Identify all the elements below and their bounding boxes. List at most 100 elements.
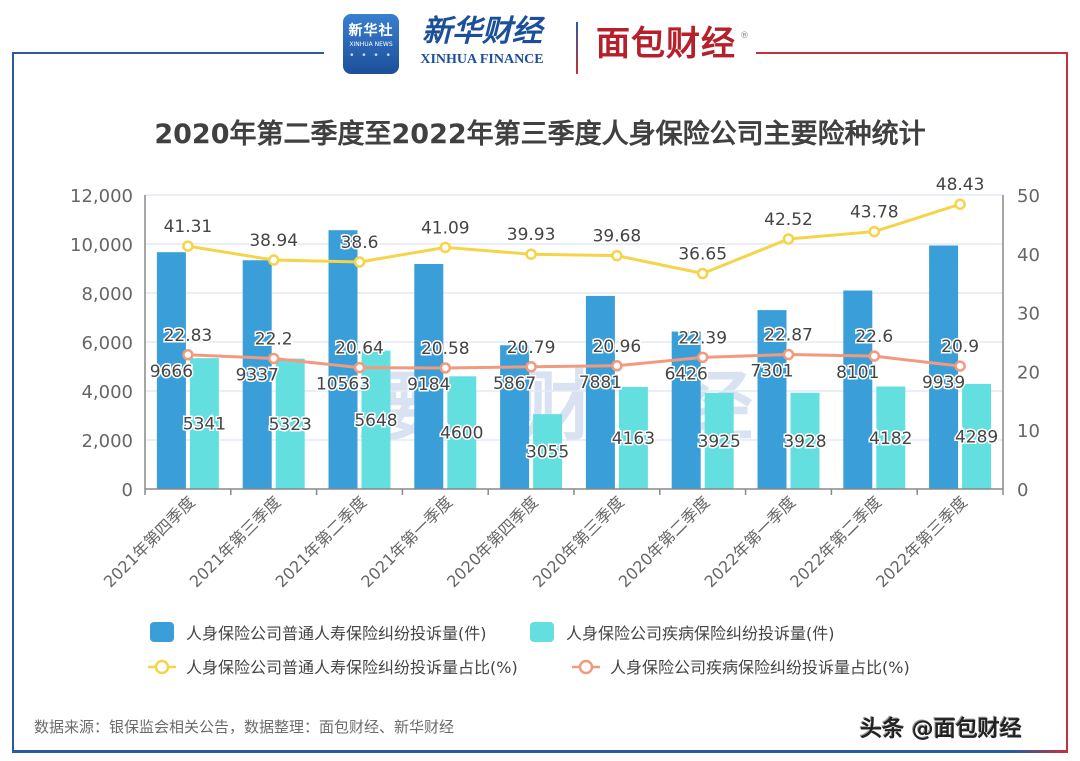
frame-border-bottom bbox=[12, 750, 1068, 753]
bar-disease-insurance bbox=[790, 392, 820, 489]
legend-item-life-share: 人身保险公司普通人寿保险纠纷投诉量占比(%) bbox=[148, 658, 518, 677]
x-tick-label: 2022年第一季度 bbox=[701, 492, 800, 591]
bar-disease-insurance bbox=[876, 386, 906, 489]
legend: 人身保险公司普通人寿保险纠纷投诉量(件) 人身保险公司疾病保险纠纷投诉量(件) 人身… bbox=[148, 622, 910, 677]
line-life-label: 38.6 bbox=[341, 233, 379, 253]
registered-mark-icon: ® bbox=[740, 31, 750, 41]
bar-disease-insurance bbox=[447, 376, 477, 489]
bar-life-label: 7881 bbox=[579, 373, 622, 393]
data-labels: 9666 9337 10563 9184 5867 7881 6426 7301 8101 993… bbox=[148, 174, 999, 464]
x-tick-label: 2020年第四季度 bbox=[443, 492, 542, 591]
line-life-label: 39.93 bbox=[507, 225, 556, 245]
bar-life-insurance bbox=[328, 230, 358, 490]
y-right-tick-label: 40 bbox=[1017, 245, 1040, 266]
point-disease-share bbox=[611, 360, 623, 372]
xinhua-news-logo: 新华社 XINHUA NEWS • • • • bbox=[343, 14, 399, 74]
xinhua-finance-logo: 新华财经 XINHUA FINANCE bbox=[412, 12, 552, 74]
bar-life-label: 10563 bbox=[316, 375, 370, 395]
data-source-note: 数据来源：银保监会相关公告，数据整理：面包财经、新华财经 bbox=[34, 718, 455, 736]
point-disease-share bbox=[439, 362, 452, 374]
bar-disease-label: 5648 bbox=[354, 411, 397, 431]
point-life-share bbox=[782, 233, 795, 245]
point-disease-share bbox=[353, 361, 366, 374]
line-life-share bbox=[187, 202, 961, 276]
bar-life-label: 9184 bbox=[407, 375, 450, 395]
chart-title: 2020年第二季度至2022年第三季度人身保险公司主要险种统计 bbox=[154, 119, 926, 150]
x-tick-label: 2021年第三季度 bbox=[186, 492, 285, 591]
line-life-label: 39.68 bbox=[593, 227, 642, 247]
x-tick-label: 2020年第二季度 bbox=[615, 492, 714, 591]
line-disease-label: 22.83 bbox=[164, 326, 213, 346]
bar-life-insurance bbox=[843, 290, 873, 489]
point-life-share bbox=[611, 249, 623, 262]
y-left-tick-label: 6,000 bbox=[81, 333, 133, 354]
bar-life-label: 7301 bbox=[750, 362, 793, 382]
line-disease-label: 22.2 bbox=[255, 329, 293, 349]
line-disease-label: 20.9 bbox=[941, 337, 979, 357]
x-tick-label: 2022年第三季度 bbox=[872, 492, 971, 591]
line-disease-label: 22.39 bbox=[678, 328, 727, 348]
line-life-label: 36.65 bbox=[678, 244, 727, 264]
bar-life-insurance bbox=[156, 252, 186, 489]
legend-label: 人身保险公司疾病保险纠纷投诉量占比(%) bbox=[610, 658, 910, 677]
y-right-tick-label: 20 bbox=[1017, 362, 1040, 383]
point-disease-share bbox=[696, 351, 709, 364]
bar-disease-label: 3055 bbox=[526, 443, 569, 463]
legend-label: 人身保险公司普通人寿保险纠纷投诉量占比(%) bbox=[186, 658, 518, 677]
point-disease-share bbox=[782, 348, 795, 361]
line-disease-label: 20.79 bbox=[507, 338, 556, 358]
legend-swatch-icon bbox=[150, 622, 174, 642]
bar-life-insurance bbox=[242, 260, 272, 489]
frame-border-left bbox=[12, 52, 14, 752]
bar-life-label: 6426 bbox=[665, 364, 708, 384]
bar-life-insurance bbox=[414, 263, 444, 489]
line-life-label: 41.09 bbox=[421, 218, 470, 238]
lines bbox=[182, 198, 966, 374]
bar-life-label: 9666 bbox=[150, 362, 193, 382]
bar-life-label: 8101 bbox=[836, 363, 879, 383]
bar-disease-insurance bbox=[189, 358, 219, 489]
bar-disease-label: 5323 bbox=[269, 415, 312, 435]
point-life-share bbox=[353, 256, 366, 268]
y-left-tick-label: 10,000 bbox=[70, 235, 133, 256]
point-disease-share bbox=[182, 349, 194, 361]
legend-item-life-count: 人身保险公司普通人寿保险纠纷投诉量(件) bbox=[150, 622, 487, 643]
line-life-label: 48.43 bbox=[936, 175, 985, 195]
x-tick-label: 2022年第二季度 bbox=[786, 492, 885, 591]
bar-life-insurance bbox=[585, 295, 615, 489]
line-disease-label: 20.64 bbox=[335, 339, 384, 359]
point-life-share bbox=[525, 248, 537, 260]
bar-life-label: 9939 bbox=[922, 373, 965, 393]
bar-disease-insurance bbox=[361, 350, 391, 489]
y-right-tick-label: 10 bbox=[1017, 421, 1040, 442]
legend-label: 人身保险公司普通人寿保险纠纷投诉量(件) bbox=[186, 624, 487, 643]
point-disease-share bbox=[525, 361, 537, 373]
point-disease-share bbox=[868, 350, 881, 362]
mianbao-finance-logo: 面包财经 ® bbox=[596, 22, 749, 66]
legend-marker-icon bbox=[154, 659, 170, 675]
bar-life-label: 9337 bbox=[236, 365, 279, 385]
frame-border-top-left bbox=[12, 52, 324, 54]
point-disease-share bbox=[267, 352, 280, 365]
line-disease-label: 20.58 bbox=[421, 339, 470, 359]
bar-life-insurance bbox=[757, 310, 787, 489]
line-life-label: 42.52 bbox=[764, 210, 813, 230]
y-right-tick-label: 0 bbox=[1017, 480, 1028, 501]
line-life-label: 38.94 bbox=[249, 231, 298, 251]
line-disease-label: 22.6 bbox=[855, 327, 893, 347]
frame-border-right bbox=[1066, 52, 1068, 752]
y-right-tick-label: 30 bbox=[1017, 304, 1040, 325]
y-left-tick-label: 8,000 bbox=[81, 284, 133, 305]
legend-item-disease-share: 人身保险公司疾病保险纠纷投诉量占比(%) bbox=[572, 658, 910, 677]
bar-disease-label: 4289 bbox=[955, 427, 998, 447]
bar-disease-label: 3928 bbox=[783, 432, 826, 452]
y-right-tick-label: 50 bbox=[1017, 186, 1040, 207]
x-tick-label: 2021年第二季度 bbox=[272, 492, 371, 591]
bar-disease-label: 4163 bbox=[612, 429, 655, 449]
line-disease-label: 22.87 bbox=[764, 326, 813, 346]
point-disease-share bbox=[954, 360, 966, 372]
y-left-tick-label: 12,000 bbox=[70, 186, 133, 207]
bar-disease-insurance bbox=[962, 383, 992, 489]
bar-disease-insurance bbox=[533, 414, 563, 489]
